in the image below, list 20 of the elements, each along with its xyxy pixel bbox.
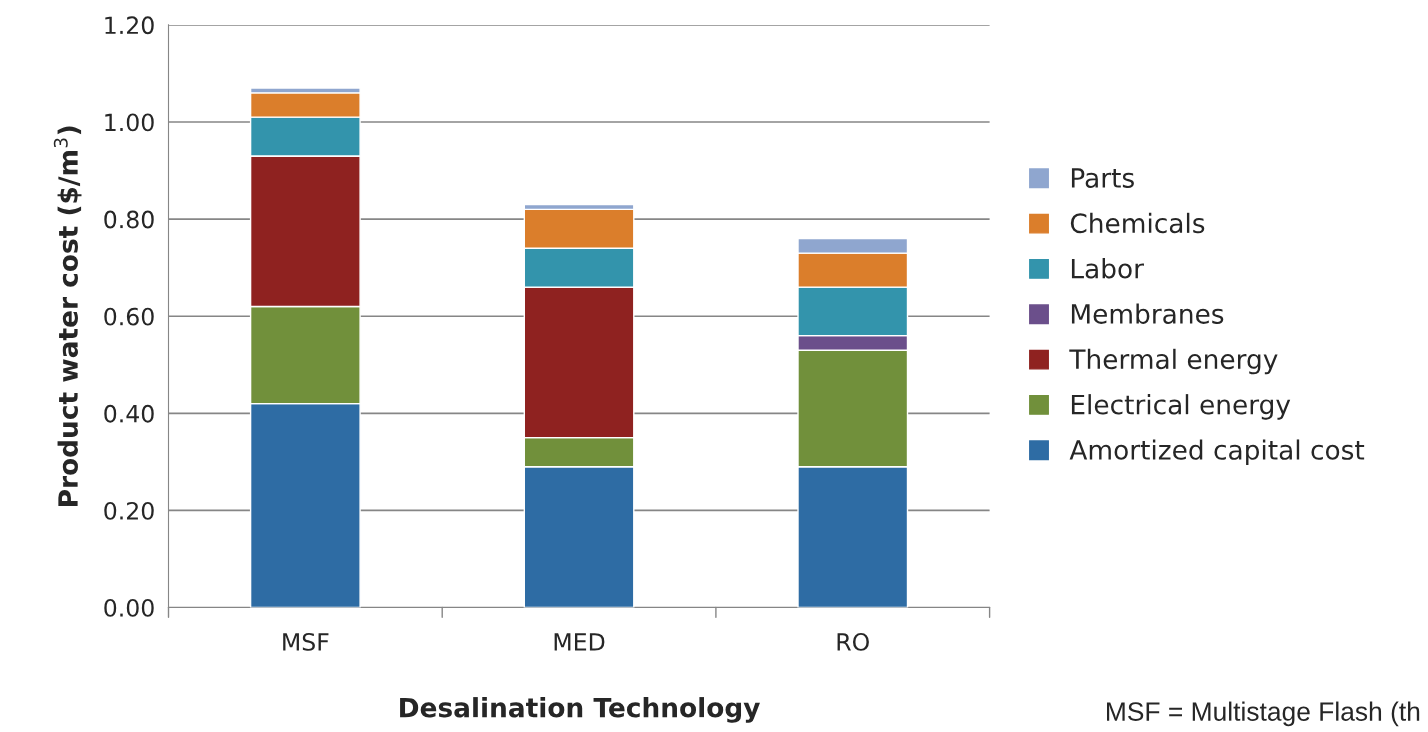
y-tick-label: 0.40 <box>104 404 154 423</box>
x-tick-label: MSF <box>283 632 329 651</box>
x-tick-label: MED <box>554 633 605 651</box>
y-axis-title: Product water cost ($/m$^{3}$) <box>53 126 82 506</box>
y-tick-label: 1.20 <box>105 16 154 35</box>
legend-label: Chemicals <box>1070 212 1205 234</box>
legend-label: Thermal energy <box>1069 348 1278 375</box>
y-tick-label: 0.80 <box>104 210 154 229</box>
x-tick-label: RO <box>837 632 869 651</box>
legend-label: Membranes <box>1071 303 1224 324</box>
legend-label: Parts <box>1071 168 1134 188</box>
legend-label: Amortized capital cost <box>1069 439 1365 465</box>
y-tick-label: 0.00 <box>104 599 154 617</box>
text: MSF = Multistage Flash (th <box>1107 701 1420 727</box>
y-tick-label: 0.20 <box>104 501 154 520</box>
x-axis-title: Desalination Technology <box>400 697 760 723</box>
legend-label: Electrical energy <box>1071 394 1291 420</box>
y-tick-label: 1.00 <box>105 113 154 132</box>
y-tick-label: 0.60 <box>104 307 154 326</box>
legend-label: Labor <box>1071 258 1144 279</box>
